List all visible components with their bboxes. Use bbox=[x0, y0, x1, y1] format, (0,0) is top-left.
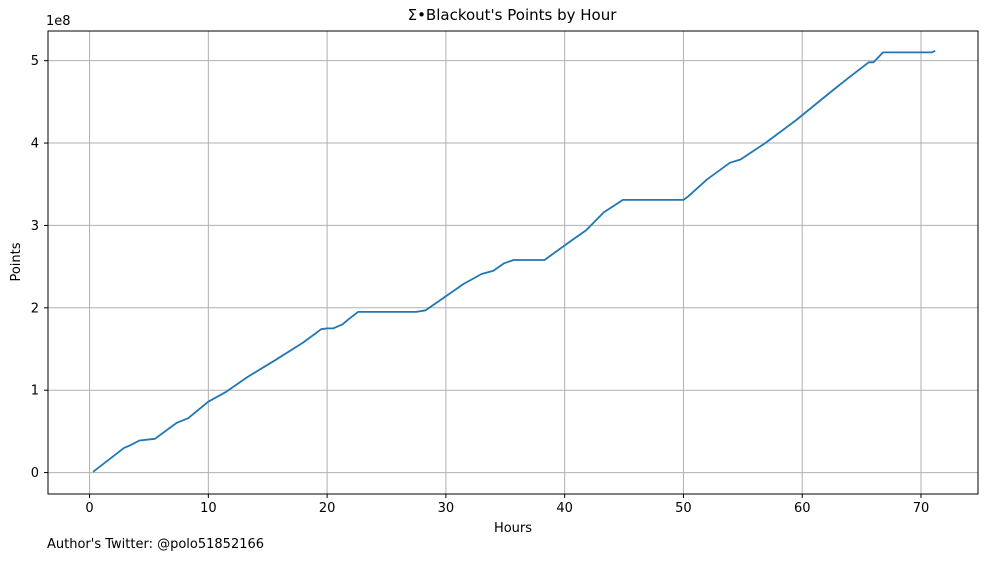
y-axis-label: Points bbox=[9, 242, 24, 281]
x-tick-label: 30 bbox=[438, 501, 455, 516]
chart-title: Σ•Blackout's Points by Hour bbox=[407, 6, 617, 24]
x-axis-ticks: 0 10 20 30 40 50 60 70 bbox=[85, 494, 929, 516]
y-tick-label: 2 bbox=[31, 301, 39, 316]
y-tick-label: 3 bbox=[31, 219, 39, 234]
y-axis-ticks: 0 1 2 3 4 5 bbox=[31, 54, 48, 481]
series-line-blackout bbox=[92, 49, 936, 473]
x-tick-label: 60 bbox=[794, 501, 811, 516]
x-tick-label: 40 bbox=[556, 501, 573, 516]
y-tick-label: 5 bbox=[31, 54, 39, 69]
grid-lines bbox=[48, 31, 978, 494]
x-tick-label: 10 bbox=[200, 501, 217, 516]
y-scale-label: 1e8 bbox=[46, 14, 71, 29]
x-tick-label: 0 bbox=[85, 501, 93, 516]
x-tick-label: 70 bbox=[913, 501, 930, 516]
x-tick-label: 20 bbox=[319, 501, 336, 516]
x-tick-label: 50 bbox=[675, 501, 692, 516]
y-tick-label: 4 bbox=[31, 137, 39, 152]
y-tick-label: 1 bbox=[31, 384, 39, 399]
y-tick-label: 0 bbox=[31, 466, 39, 481]
author-credit: Author's Twitter: @polo51852166 bbox=[47, 537, 265, 552]
x-axis-label: Hours bbox=[494, 521, 532, 536]
axes-frame bbox=[47, 30, 979, 495]
